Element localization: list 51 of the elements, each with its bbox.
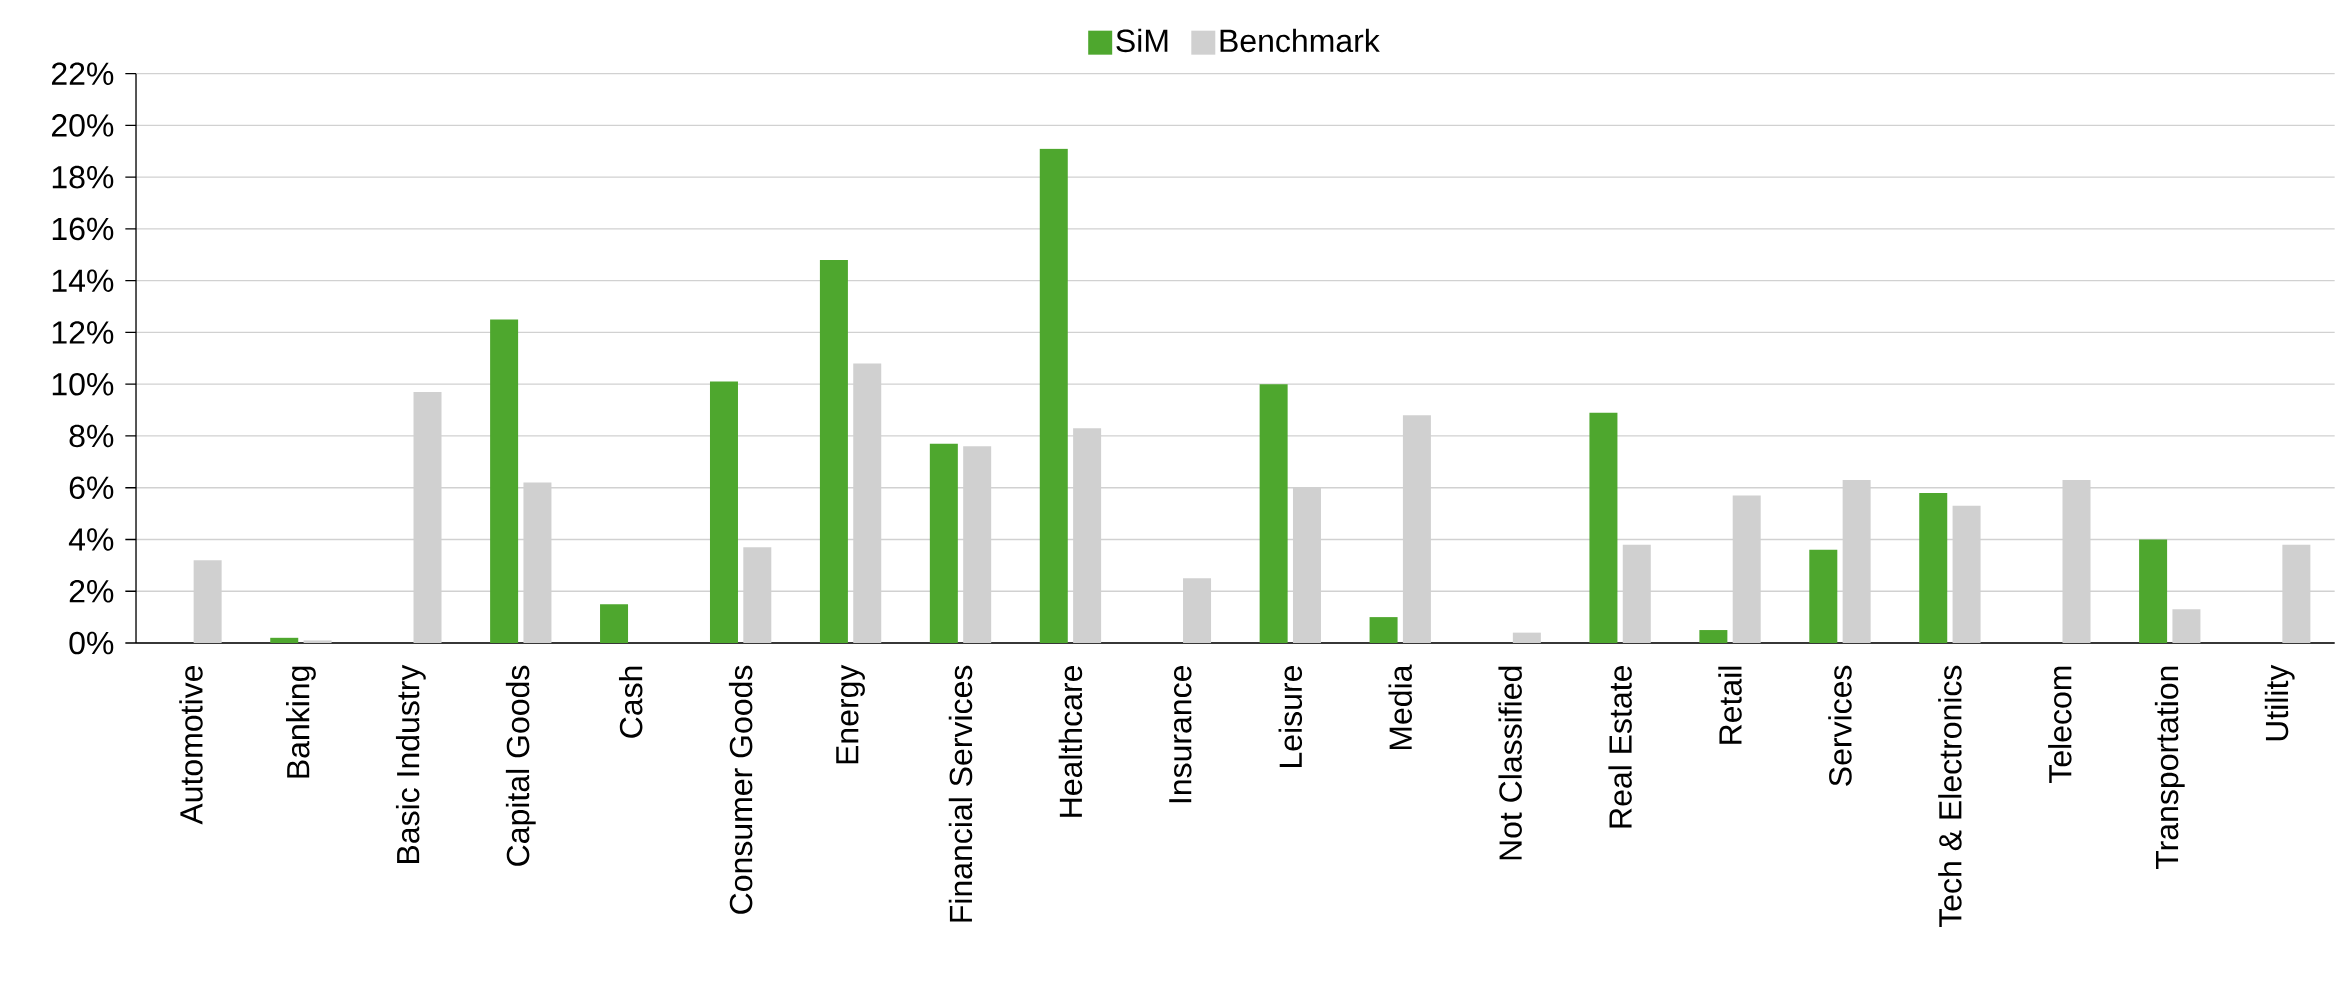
y-tick-label: 12% <box>52 321 114 344</box>
x-tick-label: Real Estate <box>1608 666 1632 828</box>
bar <box>1512 632 1541 643</box>
bar <box>270 637 299 643</box>
y-tick-label: 18% <box>52 165 114 189</box>
x-tick-label: Financial Services <box>948 665 973 922</box>
x-tick-label: Tech & Electronics <box>1938 665 1962 928</box>
y-tick-label: 4% <box>68 528 114 551</box>
bar <box>1809 549 1838 643</box>
legend-label: Benchmark <box>1220 28 1380 53</box>
bar <box>1699 630 1728 643</box>
x-tick-label: Automotive <box>179 666 203 825</box>
x-tick-label: Utility <box>2264 664 2295 741</box>
legend-label: SiM <box>1116 28 1168 53</box>
x-tick-label: Media <box>1388 664 1412 750</box>
y-tick-label: 2% <box>69 579 114 603</box>
x-tick-label: Not Classified <box>1498 666 1522 860</box>
bar <box>929 443 958 643</box>
x-tick-label: Retail <box>1718 666 1742 744</box>
y-tick-label: 16% <box>52 217 114 241</box>
x-tick-label: Services <box>1828 665 1852 786</box>
x-tick-label: Cash <box>618 666 643 738</box>
x-tick-label: Telecom <box>2048 666 2072 784</box>
bar <box>2172 609 2201 643</box>
y-tick-label: 8% <box>69 424 114 448</box>
y-tick-label: 14% <box>52 269 114 292</box>
y-tick-label: 6% <box>69 476 114 500</box>
y-tick-label: 20% <box>51 114 114 137</box>
bar <box>1919 492 1948 643</box>
y-tick-label: 10% <box>52 372 114 396</box>
bar <box>303 640 332 643</box>
x-tick-label: Healthcare <box>1058 666 1083 817</box>
bar <box>1039 148 1068 643</box>
bar <box>490 319 519 643</box>
bar <box>2139 539 2168 643</box>
bar <box>819 259 848 643</box>
x-tick-label: Banking <box>286 666 316 778</box>
x-tick-label: Consumer Goods <box>728 665 753 914</box>
bar <box>1259 384 1288 643</box>
bar <box>1369 617 1398 643</box>
y-tick-label: 0% <box>69 631 114 655</box>
bar <box>709 381 738 643</box>
y-tick-label: 22% <box>51 62 114 85</box>
x-tick-label: Leisure <box>1278 666 1303 767</box>
x-tick-label: Transportation <box>2154 666 2185 870</box>
bar <box>600 604 629 643</box>
x-tick-label: Insurance <box>1169 666 1192 803</box>
x-tick-label: Basic Industry <box>395 664 426 863</box>
bar <box>1589 412 1618 643</box>
x-tick-label: Capital Goods <box>505 665 536 866</box>
x-tick-label: Energy <box>836 664 865 764</box>
